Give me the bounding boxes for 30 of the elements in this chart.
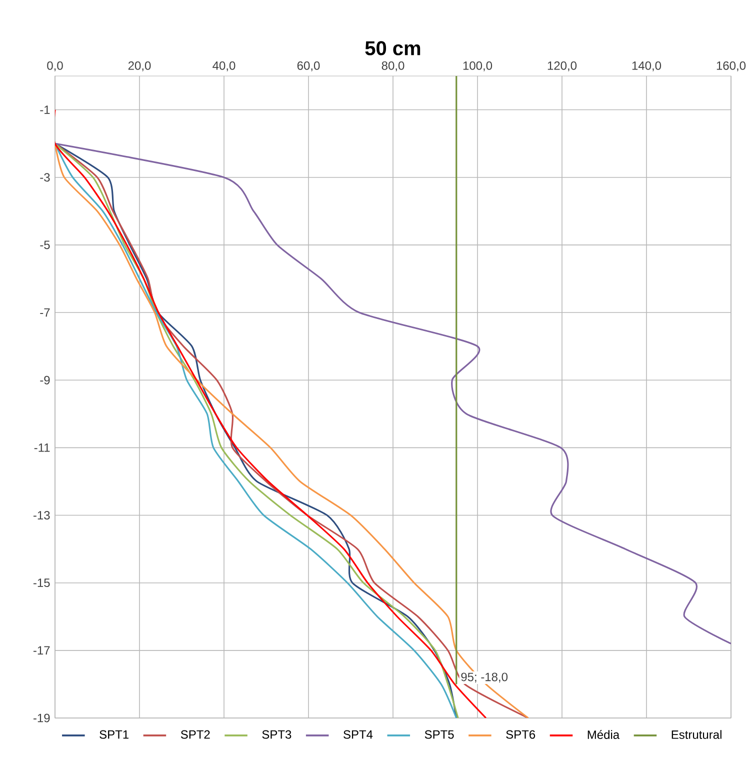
chart-title: 50 cm [365,41,420,56]
line-series [55,142,731,644]
y-tick-label: -9 [40,376,50,384]
legend-label: SPT4 [344,730,373,739]
x-tick-label: 20,0 [128,61,151,72]
legend-label: SPT5 [424,730,454,739]
x-tick-label: 0,0 [47,61,63,72]
y-tick-label: -3 [40,173,50,182]
y-tick-label: -17 [33,646,50,655]
x-tick-label: 40,0 [212,61,236,72]
y-tick-label: -11 [34,444,50,452]
x-tick-label: 100,0 [463,61,492,72]
legend-label: SPT1 [100,730,128,739]
y-tick-label: -15 [33,578,50,588]
y-tick-label: -1 [40,106,50,114]
legend-label: SPT2 [180,730,210,739]
x-tick-label: 160,0 [716,61,746,72]
x-tick-label: 120,0 [548,61,577,72]
legend-label: SPT3 [262,730,292,739]
x-tick-label: 60,0 [297,61,320,72]
y-tick-label: -13 [33,511,50,520]
legend-label: SPT6 [506,730,536,739]
y-tick-label: -5 [40,240,50,250]
y-tick-label: -19 [33,714,50,722]
x-tick-label: 80,0 [382,61,404,72]
x-tick-label: 140,0 [632,61,662,72]
legend-label: Estrutural [672,730,722,739]
y-tick-label: -7 [40,308,50,317]
legend-label: Média [588,730,620,739]
annotation: 95; -18,0 [461,672,508,683]
